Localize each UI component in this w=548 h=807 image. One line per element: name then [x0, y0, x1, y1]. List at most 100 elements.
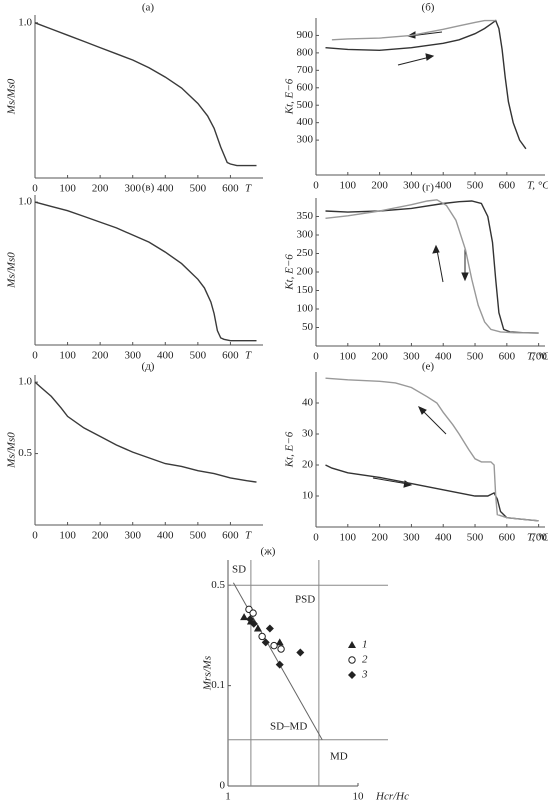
x-tick-label: 100	[59, 530, 76, 542]
x-tick-label: 400	[435, 532, 452, 544]
y-axis-label: Kt, E−6	[284, 78, 296, 115]
x-tick-label: 300	[124, 183, 141, 195]
y-tick-label: 500	[297, 99, 314, 111]
y-tick-label: 100	[297, 303, 314, 315]
x-tick-label: 500	[190, 530, 207, 542]
x-tick-label: 500	[467, 532, 484, 544]
y-tick-label: 10	[302, 490, 314, 502]
point	[246, 615, 255, 624]
y-tick-label: 900	[297, 29, 314, 41]
panel-label: (д)	[142, 361, 155, 373]
x-tick-label: 600	[499, 351, 516, 363]
legend-label: 1	[362, 639, 368, 651]
x-tick-label: 1	[225, 791, 231, 803]
panel-label: (в)	[142, 182, 155, 194]
y-tick-label: 20	[302, 459, 314, 471]
y-tick-label: 700	[297, 64, 314, 76]
x-tick-label: 600	[222, 350, 239, 362]
x-tick-label: 400	[157, 530, 174, 542]
y-tick-label: 600	[297, 81, 314, 93]
x-tick-label: 400	[435, 180, 452, 192]
x-axis-label: T, °C	[527, 180, 548, 192]
panel-label: (е)	[422, 361, 435, 373]
x-tick-label: 100	[340, 532, 357, 544]
x-tick-label: 0	[32, 350, 38, 362]
point	[240, 613, 249, 621]
x-tick-label: 100	[59, 350, 76, 362]
region-label: MD	[330, 751, 348, 763]
x-tick-label: 200	[371, 351, 388, 363]
point	[270, 641, 278, 650]
x-tick-label: 400	[157, 350, 174, 362]
x-tick-label: 300	[124, 530, 141, 542]
point	[277, 645, 285, 653]
y-axis-label: Mrs/Ms	[202, 656, 214, 691]
y-tick-label: 1.0	[18, 376, 32, 388]
point	[249, 619, 258, 628]
x-tick-label: 0	[32, 183, 38, 195]
y-tick-label: 400	[297, 116, 314, 128]
x-tick-label: 0	[313, 532, 319, 544]
x-tick-label: 700	[530, 351, 547, 363]
y-tick-label: 1.0	[18, 16, 32, 28]
x-axis-label: Hcr/Hc	[375, 791, 409, 803]
panel-label: (г)	[422, 182, 434, 194]
y-tick-label: 0	[220, 780, 226, 792]
legend-marker	[348, 641, 356, 648]
x-tick-label: 200	[92, 183, 109, 195]
x-axis-label: T	[245, 350, 252, 362]
y-axis-label: Ms/Ms0	[6, 252, 18, 289]
y-axis-label: Kt, E−6	[284, 431, 296, 468]
y-tick-label: 250	[297, 247, 314, 259]
x-tick-label: 200	[92, 530, 109, 542]
x-tick-label: 100	[340, 180, 357, 192]
trend-line	[232, 582, 323, 740]
x-tick-label: 500	[467, 351, 484, 363]
x-tick-label: 600	[499, 180, 516, 192]
x-tick-label: 200	[371, 532, 388, 544]
x-tick-label: 100	[59, 183, 76, 195]
x-tick-label: 600	[222, 530, 239, 542]
curve	[34, 22, 257, 167]
x-tick-label: 300	[124, 350, 141, 362]
point	[253, 624, 262, 632]
point	[261, 638, 270, 647]
point	[258, 632, 266, 641]
panel-label: (а)	[142, 2, 155, 14]
y-tick-label: 0.5	[211, 579, 225, 591]
x-axis-label: T, °C	[527, 532, 548, 544]
legend-marker	[348, 656, 356, 664]
y-tick-label: 0.1	[211, 679, 225, 691]
curve	[325, 200, 539, 334]
x-tick-label: 300	[403, 532, 420, 544]
y-tick-label: 800	[297, 46, 314, 58]
x-tick-label: 500	[190, 183, 207, 195]
curve	[325, 199, 539, 334]
x-tick-label: 500	[190, 350, 207, 362]
x-tick-label: 0	[32, 530, 38, 542]
x-axis-label: T	[245, 530, 252, 542]
point	[265, 624, 274, 633]
x-tick-label: 700	[530, 532, 547, 544]
legend-label: 2	[362, 654, 368, 666]
x-tick-label: 0	[313, 351, 319, 363]
y-tick-label: 300	[297, 134, 314, 146]
x-tick-label: 10	[353, 791, 365, 803]
x-tick-label: 300	[403, 180, 420, 192]
x-tick-label: 600	[222, 183, 239, 195]
panel-label: (ж)	[261, 546, 276, 558]
y-tick-label: 30	[302, 428, 314, 440]
y-tick-label: 350	[297, 210, 314, 222]
region-label: SD	[232, 564, 246, 576]
point	[275, 660, 284, 669]
x-tick-label: 200	[92, 350, 109, 362]
x-tick-label: 400	[435, 351, 452, 363]
y-tick-label: 40	[302, 397, 314, 409]
y-axis-label: Ms/Ms0	[6, 78, 18, 115]
x-axis-label: T	[245, 183, 252, 195]
curve	[34, 381, 257, 483]
x-tick-label: 400	[157, 183, 174, 195]
y-tick-label: 50	[302, 321, 314, 333]
y-tick-label: 200	[297, 266, 314, 278]
